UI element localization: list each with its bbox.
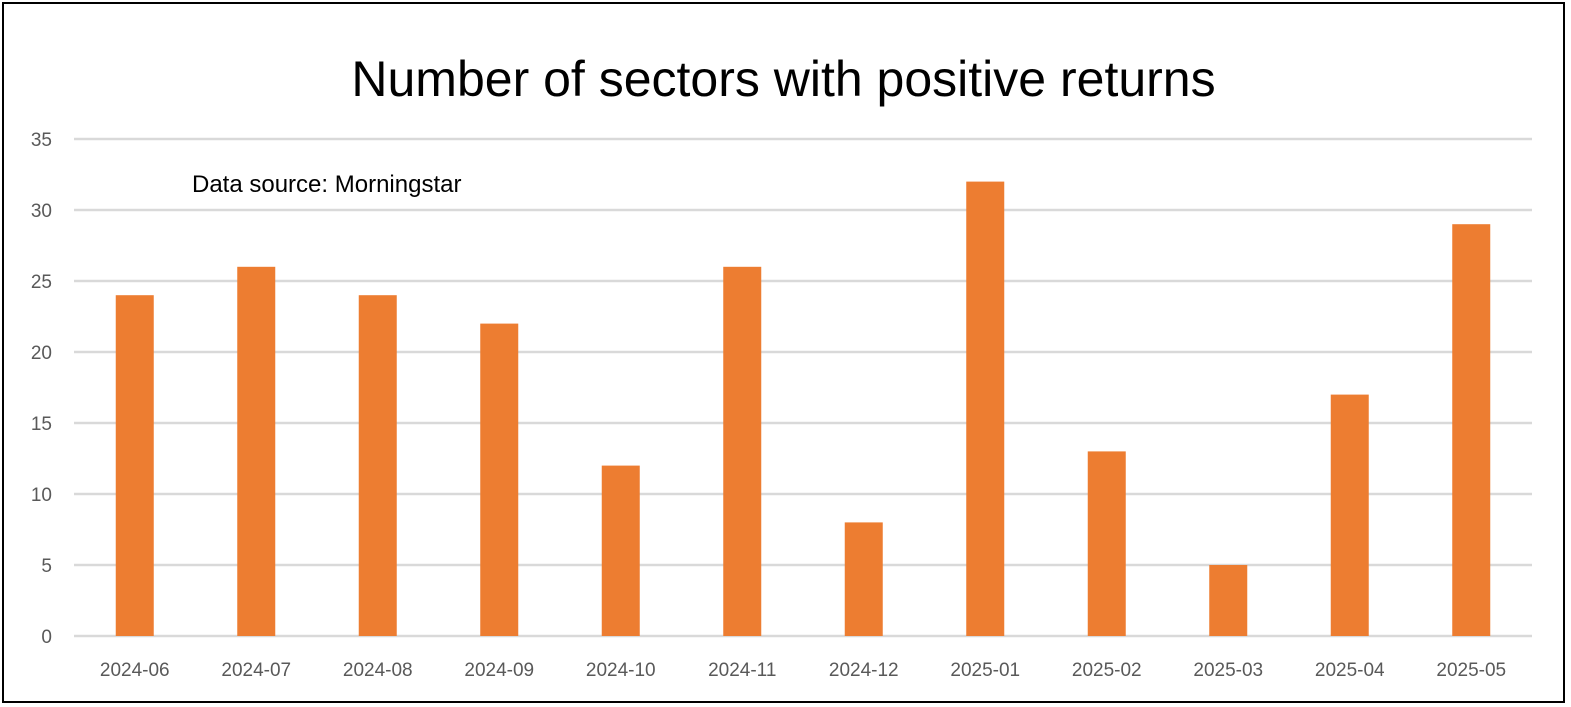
x-tick-label: 2024-09	[464, 660, 534, 681]
bar-2024-07	[237, 266, 276, 636]
bars	[115, 181, 1491, 636]
x-tick-label: 2025-02	[1072, 660, 1142, 681]
data-source-note: Data source: Morningstar	[192, 171, 462, 198]
y-tick-label: 10	[31, 485, 52, 506]
x-tick-label: 2024-12	[829, 660, 899, 681]
y-tick-label: 30	[31, 201, 52, 222]
x-tick-label: 2024-10	[586, 660, 656, 681]
x-tick-label: 2024-07	[221, 660, 291, 681]
bar-2024-10	[601, 465, 640, 636]
x-axis-ticks: 2024-06 2024-07 2024-08 2024-09 2024-10 2024-…	[100, 660, 1506, 681]
y-tick-label: 20	[31, 343, 52, 364]
x-tick-label: 2024-11	[708, 660, 776, 681]
y-axis-ticks: 0 5 10 15 20 25 30 35	[31, 130, 52, 648]
x-tick-label: 2025-01	[950, 660, 1020, 681]
bar-2024-08	[358, 295, 397, 636]
y-tick-label: 15	[31, 414, 52, 435]
y-tick-label: 25	[31, 272, 52, 293]
bar-2024-12	[844, 522, 883, 636]
x-tick-label: 2025-04	[1315, 660, 1385, 681]
x-tick-label: 2025-03	[1193, 660, 1263, 681]
x-tick-label: 2025-05	[1436, 660, 1506, 681]
x-tick-label: 2024-08	[343, 660, 413, 681]
bar-2025-05	[1452, 224, 1491, 636]
y-tick-label: 35	[31, 130, 52, 151]
bar-2024-09	[480, 323, 519, 636]
y-tick-label: 0	[41, 627, 52, 648]
bar-2025-03	[1209, 565, 1248, 636]
chart-title: Number of sectors with positive returns	[351, 51, 1216, 107]
y-tick-label: 5	[41, 556, 52, 577]
bar-2025-02	[1087, 451, 1126, 636]
gridlines	[74, 137, 1532, 638]
bar-2024-06	[115, 295, 154, 636]
x-tick-label: 2024-06	[100, 660, 170, 681]
bar-2024-11	[723, 266, 762, 636]
bar-2025-01	[966, 181, 1005, 636]
bar-2025-04	[1330, 394, 1369, 636]
